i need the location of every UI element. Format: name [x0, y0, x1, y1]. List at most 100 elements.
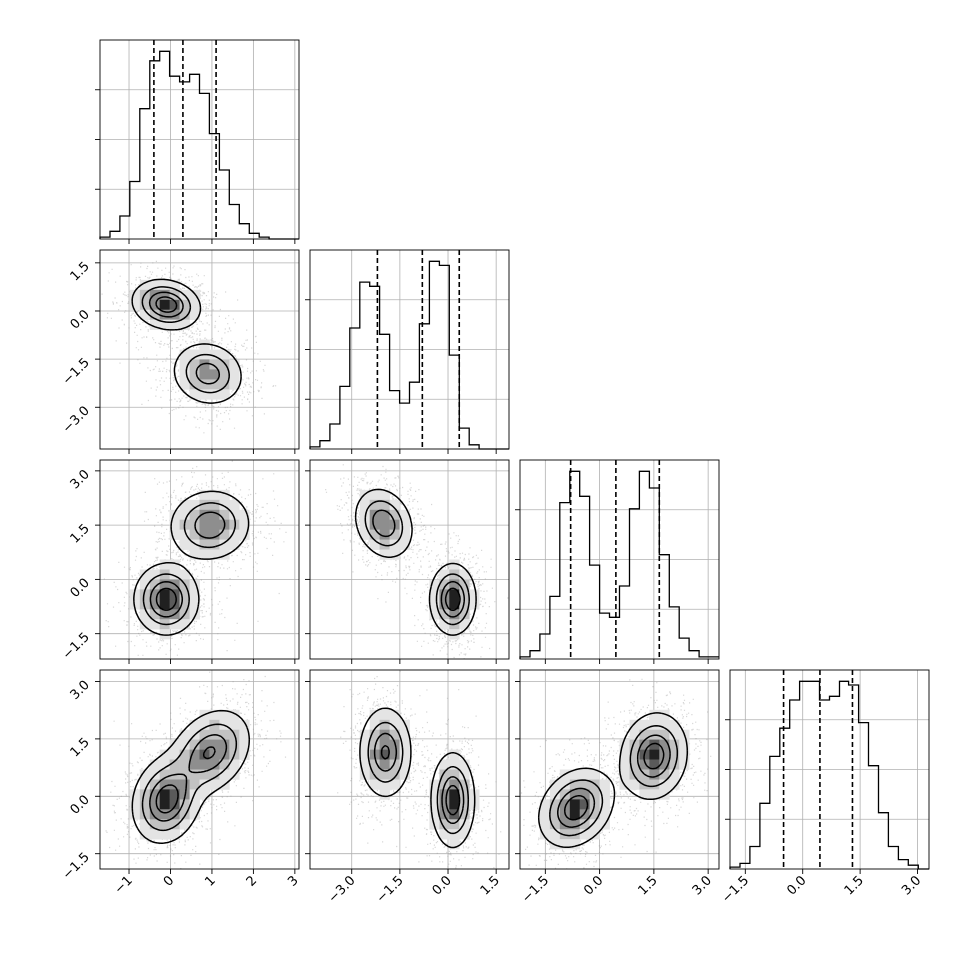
density-cell — [169, 519, 180, 530]
density-cell — [169, 319, 180, 330]
density-cell — [199, 789, 210, 800]
density-cell — [149, 789, 161, 800]
density-cell — [139, 309, 151, 320]
scatter-panel-2-0 — [99, 459, 300, 660]
density-cell — [429, 799, 440, 810]
density-cell — [579, 799, 590, 810]
density-cell — [579, 769, 590, 780]
density-cell — [459, 819, 470, 830]
x-tick-label: 0.0 — [430, 873, 455, 898]
density-cell — [159, 829, 170, 840]
density-cell — [159, 279, 170, 291]
density-cell — [209, 739, 220, 750]
density-cell — [219, 769, 230, 780]
density-cell — [149, 279, 161, 291]
x-tick-label: 1.5 — [478, 873, 503, 898]
density-cell — [169, 779, 180, 790]
density-cell — [439, 579, 450, 590]
density-cell — [559, 789, 571, 800]
density-cell — [179, 589, 190, 600]
density-cell — [649, 769, 660, 780]
density-cell — [139, 799, 151, 810]
density-cell — [369, 729, 380, 740]
density-cell — [639, 729, 650, 740]
density-cell — [189, 549, 200, 560]
density-cell — [439, 609, 450, 620]
density-cell — [359, 519, 371, 530]
contour-line-3 — [155, 296, 178, 313]
density-cell — [149, 299, 161, 311]
density-cell — [209, 529, 220, 540]
density-cell — [599, 789, 610, 800]
x-tick-label: 0.0 — [784, 873, 809, 898]
density-cell — [219, 729, 230, 740]
density-cell — [659, 749, 670, 760]
density-cell — [239, 519, 250, 530]
density-cell — [569, 799, 581, 810]
density-cell — [449, 759, 460, 770]
density-cell — [159, 819, 170, 830]
density-cell — [649, 719, 660, 731]
density-cell — [569, 789, 581, 800]
density-cell — [629, 739, 640, 750]
density-cell — [619, 749, 630, 760]
density-cell — [129, 809, 141, 820]
density-cell — [189, 509, 200, 521]
density-cell — [599, 809, 610, 820]
density-cell — [139, 829, 151, 840]
density-cell — [379, 749, 390, 760]
density-cell — [209, 349, 220, 360]
density-cell — [669, 719, 680, 731]
x-tick-label: 0 — [161, 873, 177, 889]
density-cell — [559, 799, 571, 810]
y-tick-label: 1.5 — [68, 259, 93, 284]
density-cell — [629, 779, 640, 790]
contour-line-1 — [549, 725, 679, 837]
density-cell — [229, 509, 240, 521]
density-cell — [229, 719, 240, 731]
x-tick-label: −3.0 — [326, 873, 359, 906]
contour-line-3 — [155, 746, 216, 814]
density-cell — [379, 719, 390, 731]
hist-panel-0 — [95, 39, 300, 240]
panel-frame — [99, 249, 300, 450]
density-cell — [189, 359, 200, 370]
density-cell — [189, 499, 200, 511]
density-cell — [569, 839, 581, 850]
density-cell — [219, 509, 230, 521]
contour-line-3 — [444, 587, 461, 612]
density-cell — [149, 759, 161, 770]
density-cell — [429, 579, 440, 590]
density-cell — [579, 779, 590, 790]
density-cell — [229, 519, 240, 530]
density-cell — [449, 559, 460, 570]
density-cell — [199, 529, 210, 540]
contour-line-0 — [537, 712, 689, 849]
density-cell — [659, 709, 670, 721]
density-cell — [199, 729, 210, 740]
x-tick-label: 1 — [202, 873, 218, 889]
density-cell — [169, 829, 180, 840]
density-cell — [189, 299, 200, 311]
panel-frame — [309, 669, 510, 870]
y-tick-label: 0.0 — [68, 793, 93, 818]
density-cell — [439, 819, 450, 830]
x-tick-label: −1 — [112, 873, 136, 897]
contour-line-1 — [142, 502, 237, 626]
density-cell — [199, 489, 210, 501]
density-cell — [219, 349, 230, 360]
density-cell — [449, 799, 460, 810]
density-cell — [189, 589, 200, 600]
density-cell — [389, 729, 400, 740]
density-cell — [179, 319, 190, 330]
histogram-series-1 — [309, 260, 509, 450]
density-cell — [449, 789, 460, 800]
density-cell — [389, 719, 400, 731]
density-cell — [169, 279, 180, 291]
density-cell — [449, 829, 460, 840]
y-tick-label: 0.0 — [68, 576, 93, 601]
density-cell — [549, 809, 561, 820]
density-cell — [449, 769, 460, 780]
density-cell — [679, 749, 690, 760]
density-cell — [239, 739, 250, 750]
